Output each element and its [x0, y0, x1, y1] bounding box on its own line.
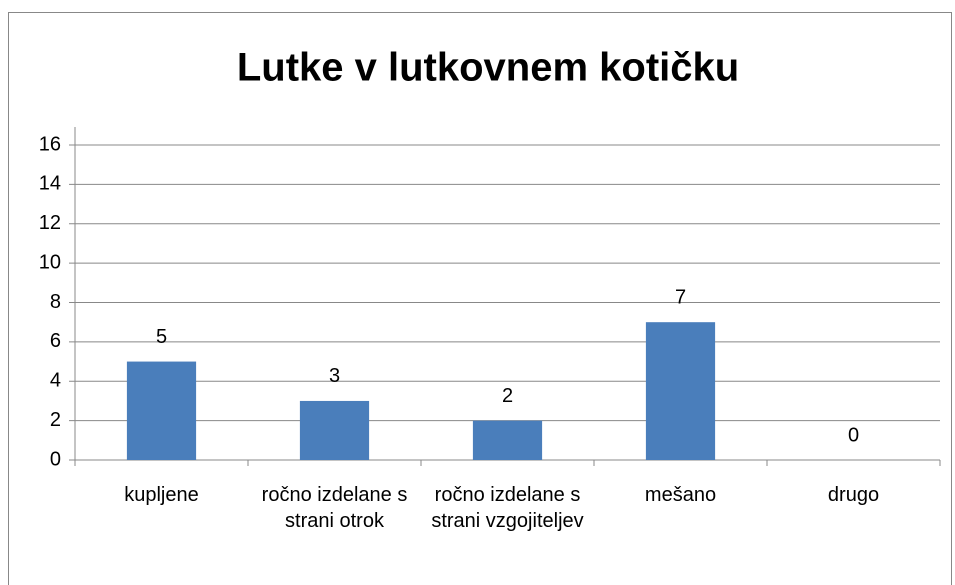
x-tick-label: drugo	[827, 484, 880, 506]
bar	[472, 420, 543, 460]
y-tick-label: 8	[50, 291, 61, 313]
data-label: 5	[156, 326, 167, 348]
x-tick-label: ročno izdelane s strani otrok	[261, 484, 408, 532]
y-tick-label: 4	[50, 370, 61, 392]
x-tick-label: mešano	[644, 484, 717, 506]
y-tick-label: 6	[50, 330, 61, 352]
data-label: 2	[502, 385, 513, 407]
chart-title: Lutke v lutkovnem kotičku	[237, 46, 739, 90]
bar	[126, 361, 197, 460]
y-tick-label: 10	[39, 251, 61, 273]
chart-frame	[8, 12, 952, 585]
y-tick-label: 16	[39, 133, 61, 155]
bar	[645, 322, 716, 460]
x-tick-label: kupljene	[124, 484, 199, 506]
y-tick-label: 14	[39, 173, 61, 195]
bar	[299, 400, 370, 460]
y-tick-label: 0	[50, 448, 61, 470]
data-label: 3	[329, 365, 340, 387]
data-label: 0	[848, 424, 859, 446]
y-tick-label: 12	[39, 212, 61, 234]
data-label: 7	[675, 286, 686, 308]
y-tick-label: 2	[50, 409, 61, 431]
x-tick-label: ročno izdelane s strani vzgojiteljev	[431, 484, 584, 532]
